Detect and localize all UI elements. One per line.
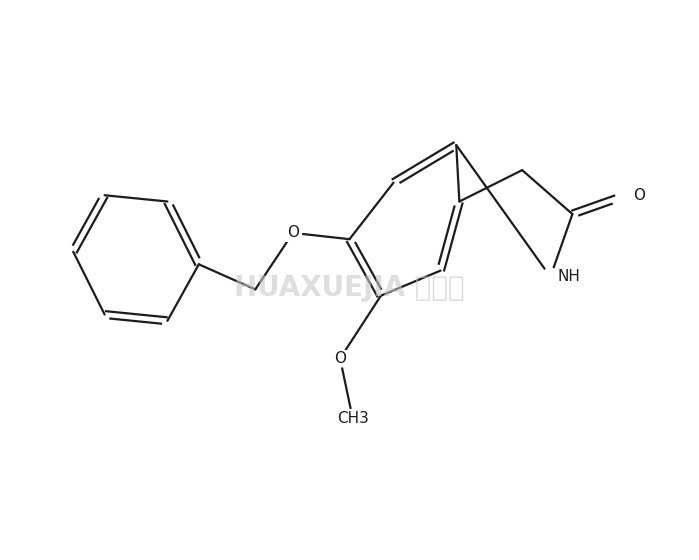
Text: NH: NH <box>558 269 581 284</box>
Text: HUAXUEJIA 化学加: HUAXUEJIA 化学加 <box>234 274 465 302</box>
Text: CH3: CH3 <box>337 410 368 426</box>
Text: O: O <box>633 188 645 203</box>
Text: O: O <box>287 226 299 240</box>
Text: O: O <box>334 351 346 366</box>
